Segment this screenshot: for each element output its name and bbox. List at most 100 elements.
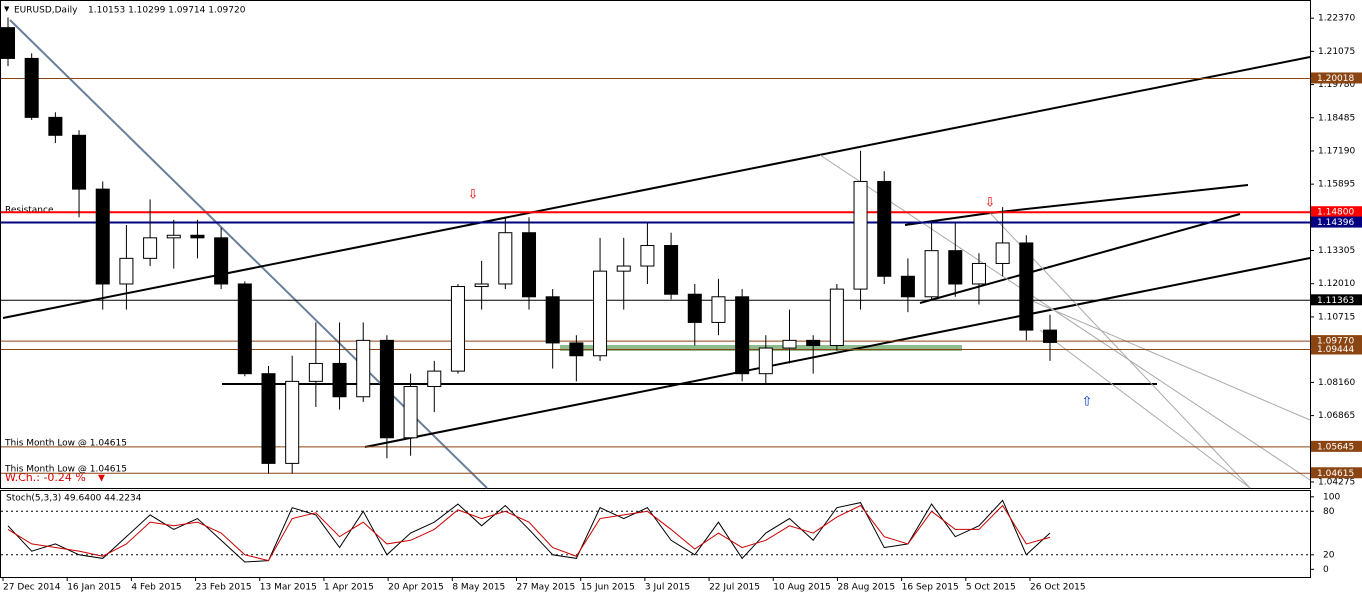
y-tick-label: 1.19780 [1318,80,1355,90]
candle-body [687,293,702,323]
trend-line [1039,329,1251,489]
candle-body [877,180,892,277]
y-tick-label: 1.22370 [1318,14,1355,24]
menu-triangle: ▼ [4,5,10,13]
candle-body [119,257,134,285]
candle-body [285,380,300,464]
candle-body [143,237,158,259]
candle-body [900,275,915,298]
trend-line [989,212,1251,489]
stoch-title: Stoch(5,3,3) 49.6400 44.2234 [6,494,142,504]
candle-body [521,232,537,298]
stoch-tick-label: 80 [1323,507,1335,517]
candle-body [261,373,276,464]
candle-body [308,362,323,382]
candle-body [1042,329,1058,343]
candle-body [190,234,205,239]
x-tick-label: 8 May 2015 [452,583,505,593]
candle-body [995,242,1010,264]
candle-body [427,370,442,387]
candle-body [474,283,489,288]
quote: 1.10153 1.10299 1.09714 1.09720 [88,6,246,16]
x-tick-label: 5 Oct 2015 [966,583,1016,593]
y-tick-label: 1.18485 [1318,113,1355,123]
candle-body [356,339,371,398]
level-label: 1.09444 [1317,345,1354,355]
trend-line [1029,299,1311,421]
x-tick-label: 22 Jul 2015 [709,583,760,593]
candle-body [924,250,939,298]
x-tick-label: 15 Jun 2015 [581,583,635,593]
candle-body [806,339,821,346]
x-tick-label: 27 May 2015 [517,583,576,593]
candle-body [48,116,63,136]
stoch-line [7,504,1051,562]
candle-body [711,296,726,323]
candle-body [616,265,631,272]
level-label-box [1311,440,1362,452]
candle-body [450,286,465,372]
candle-body [829,288,844,346]
annotation: This Month Low @ 1.04615 [4,439,127,449]
weekly-change: W.Ch.: -0.24 % [5,471,86,484]
arrow-up: ⇧ [1082,395,1093,410]
candle-body [379,339,394,439]
candle-body [593,270,608,357]
candle-body [853,180,868,290]
candle-body [498,232,513,285]
y-tick-label: 1.12010 [1318,279,1355,289]
trend-line [919,213,1241,304]
level-label-box [1311,343,1362,355]
candle-body [95,188,110,285]
level-label: 1.09770 [1317,337,1354,347]
level-label-box [1311,206,1362,218]
candle-body [214,237,229,285]
stoch-tick-label: 20 [1323,550,1335,560]
y-tick-label: 1.21075 [1318,47,1355,57]
weekly-change-icon: ▼ [98,474,105,484]
level-label: 1.11363 [1317,296,1354,306]
y-tick-label: 1.08160 [1318,378,1355,388]
candle-body [971,262,986,285]
trend-line [364,257,1311,448]
candle-body [166,234,181,239]
level-label: 1.20018 [1317,74,1354,84]
x-tick-label: 27 Dec 2014 [3,583,61,593]
x-tick-label: 13 Mar 2015 [260,583,317,593]
candle-body [237,283,252,375]
y-tick-label: 1.13305 [1318,246,1355,256]
trend-line [819,154,1311,481]
candle-body [782,339,797,349]
annotation: Resistance [5,206,54,216]
x-tick-label: 16 Sep 2015 [902,583,959,593]
x-tick-label: 26 Oct 2015 [1030,583,1086,593]
candle-body [735,296,750,375]
arrow-down: ⇩ [468,188,479,203]
y-tick-label: 1.06865 [1318,411,1355,421]
candle-body [72,134,87,190]
level-label-box [1311,72,1362,84]
stoch-panel [0,490,1311,578]
y-tick-label: 1.17190 [1318,146,1355,156]
symbol: EURUSD,Daily [14,6,78,16]
x-tick-label: 1 Apr 2015 [324,583,374,593]
candle-body [569,342,584,357]
stoch-line [7,499,1051,563]
level-label-box [1311,467,1362,479]
candle-body [332,362,347,398]
x-tick-label: 20 Apr 2015 [388,583,444,593]
x-tick-label: 4 Feb 2015 [131,583,181,593]
y-tick-label: 1.15895 [1318,180,1355,190]
x-tick-label: 10 Aug 2015 [773,583,831,593]
level-label: 1.05645 [1317,442,1354,452]
x-tick-label: 3 Jul 2015 [645,583,690,593]
candle-body [0,27,16,59]
x-tick-label: 23 Feb 2015 [196,583,252,593]
arrow-down: ⇩ [985,196,996,211]
candle-body [664,245,679,295]
annotation: This Month Low @ 1.04615 [4,465,127,475]
candle-body [545,296,560,344]
candle-body [948,250,963,285]
